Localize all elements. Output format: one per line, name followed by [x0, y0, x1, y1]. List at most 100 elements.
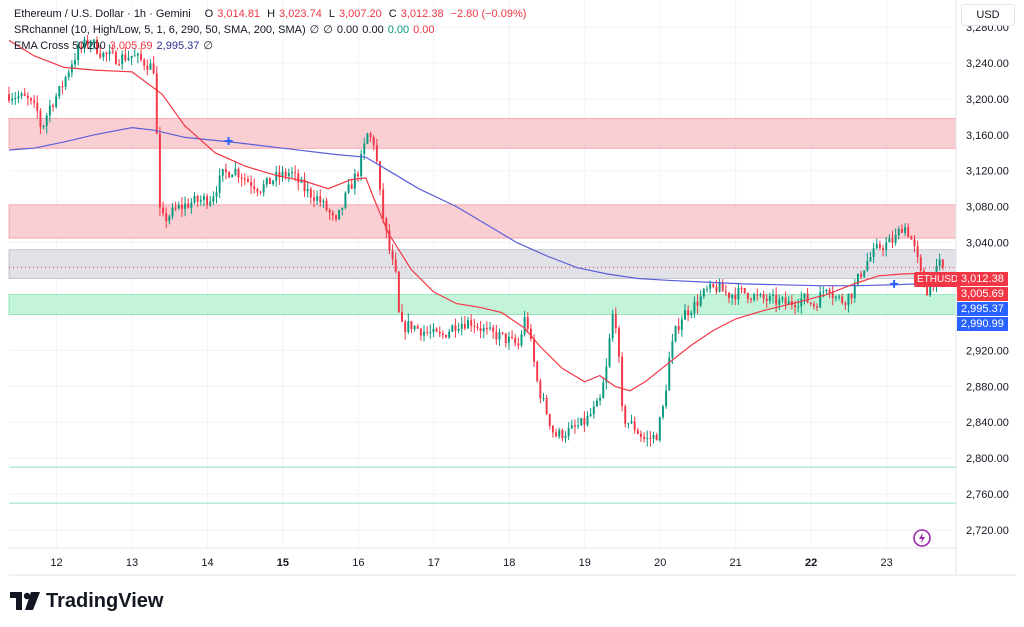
candle-up [360, 153, 363, 177]
candle-down [256, 189, 259, 192]
candle-up [866, 261, 869, 271]
currency-button[interactable]: USD [961, 4, 1015, 26]
candle-up [234, 168, 237, 175]
candle-down [158, 133, 161, 208]
candle-down [639, 433, 642, 437]
candle-down [155, 73, 158, 134]
candle-down [734, 294, 737, 300]
candle-down [728, 292, 730, 299]
candle-up [787, 301, 790, 304]
candle-up [209, 201, 212, 205]
candle-down [539, 380, 542, 399]
candle-up [885, 242, 888, 250]
candle-down [526, 317, 529, 329]
candle-up [611, 314, 614, 339]
candle-up [872, 248, 875, 258]
candle-up [658, 417, 661, 441]
candle-up [177, 204, 180, 209]
candle-up [699, 296, 702, 306]
candle-down [750, 299, 752, 301]
candle-down [419, 328, 422, 336]
candle-down [561, 430, 564, 439]
candle-up [121, 54, 124, 65]
candle-down [573, 425, 576, 427]
ema-cross-marker [224, 137, 233, 146]
time-axis[interactable]: 12 13 14 15 16 17 18 19 20 21 22 23 [9, 547, 1016, 576]
candle-down [643, 436, 646, 439]
candle-up [803, 293, 806, 299]
candle-down [99, 53, 102, 58]
candle-down [111, 51, 114, 53]
candle-up [193, 196, 196, 203]
alert-icon[interactable] [912, 528, 932, 548]
candle-down [536, 361, 539, 381]
candle-down [441, 333, 444, 335]
support-tag: 2,990.99 [957, 317, 1008, 331]
candle-down [614, 314, 617, 329]
candle-up [665, 390, 668, 407]
candle-up [929, 284, 932, 296]
candle-up [825, 289, 828, 292]
candle-down [206, 196, 209, 205]
candle-up [14, 98, 17, 100]
candle-up [221, 169, 224, 176]
candle-up [834, 296, 837, 299]
candle-up [316, 196, 319, 201]
candle-up [753, 294, 756, 301]
candle-up [702, 289, 705, 297]
candle-up [432, 328, 435, 333]
candle-up [190, 202, 193, 208]
x-tick-label: 20 [654, 557, 666, 569]
candle-up [731, 294, 734, 299]
ticker-label: ETHUSD [914, 272, 962, 287]
candle-down [649, 437, 652, 439]
candle-up [652, 434, 655, 439]
candle-up [423, 331, 425, 336]
candle-down [26, 95, 29, 99]
candle-up [693, 301, 696, 313]
y-tick-label: 3,080.00 [966, 202, 1009, 214]
x-tick-label: 16 [352, 557, 364, 569]
candle-down [325, 200, 328, 210]
tradingview-logo[interactable]: TradingView [10, 588, 163, 614]
ema-50-line [8, 39, 944, 392]
candle-up [847, 293, 850, 305]
candle-down [721, 282, 724, 292]
candle-up [272, 180, 275, 185]
candle-down [784, 297, 787, 304]
candle-up [322, 200, 325, 203]
candle-down [617, 328, 620, 357]
candle-up [287, 173, 290, 177]
candle-up [668, 357, 671, 391]
candle-down [916, 245, 919, 258]
last-price-tag: 3,012.38 [957, 272, 1008, 286]
candle-up [338, 209, 341, 220]
candle-up [290, 172, 293, 174]
ema-lines [8, 39, 944, 392]
candle-up [108, 51, 111, 55]
candle-up [92, 39, 95, 43]
candle-up [11, 98, 14, 101]
candle-down [61, 86, 64, 88]
candle-up [856, 273, 859, 285]
candle-down [900, 229, 903, 233]
candle-down [284, 171, 287, 177]
candle-down [907, 227, 910, 237]
candle-up [171, 207, 174, 217]
candle-down [382, 189, 385, 218]
candle-up [306, 188, 309, 192]
candle-down [224, 169, 227, 173]
candle-down [331, 212, 334, 216]
candle-up [262, 184, 265, 193]
price-axis[interactable]: 2,720.00 2,760.00 2,800.00 2,840.00 2,880.00… [955, 0, 1009, 575]
candle-up [48, 105, 51, 116]
x-tick-label: 17 [428, 557, 440, 569]
candle-up [407, 321, 410, 332]
candle-down [401, 311, 403, 322]
candle-down [243, 178, 246, 180]
candle-down [492, 327, 495, 332]
candle-down [913, 239, 916, 246]
candles [8, 34, 956, 447]
candle-down [545, 398, 548, 415]
